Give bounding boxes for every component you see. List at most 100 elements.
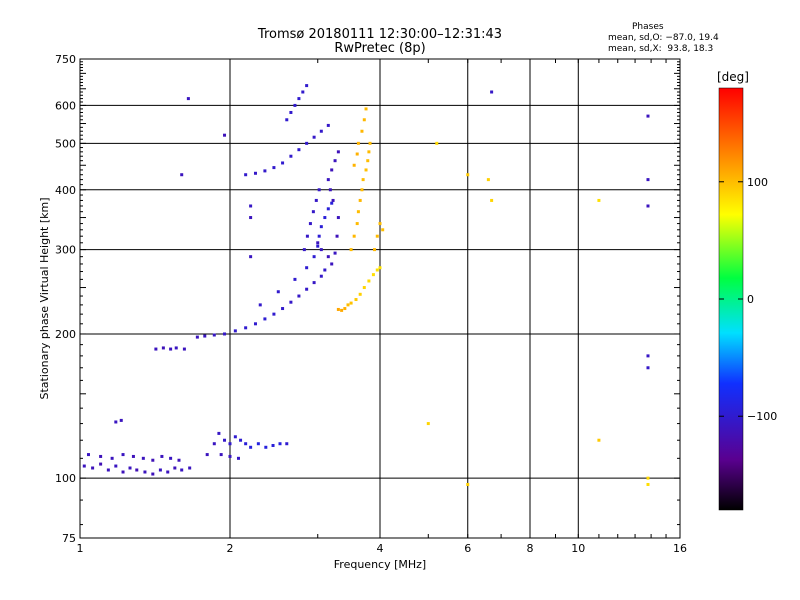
echo-point xyxy=(166,470,170,474)
echo-point xyxy=(316,244,320,248)
echo-point xyxy=(114,420,118,424)
echo-point xyxy=(319,274,323,278)
y-axis: 75 100 200 300 400 500 600 750 xyxy=(55,53,680,545)
y-tick-label: 750 xyxy=(55,53,76,66)
echo-point xyxy=(356,210,360,214)
echo-point xyxy=(352,234,356,238)
echo-point xyxy=(336,307,340,311)
echo-point xyxy=(205,453,209,457)
echo-point xyxy=(326,255,330,259)
y-tick-label: 100 xyxy=(55,472,76,485)
x-tick-label: 2 xyxy=(227,542,234,555)
y-tick-label: 75 xyxy=(62,532,76,545)
echo-point xyxy=(121,453,125,457)
colorbar-unit: [deg] xyxy=(717,70,749,84)
echo-point xyxy=(244,173,248,177)
echo-point xyxy=(293,103,297,107)
echo-point xyxy=(330,168,334,172)
echo-point xyxy=(177,458,181,462)
echo-point xyxy=(311,210,315,214)
echo-point xyxy=(362,118,366,122)
x-tick-label: 1 xyxy=(77,542,84,555)
echo-point xyxy=(597,198,601,202)
echo-point xyxy=(352,163,356,167)
echo-point xyxy=(219,453,223,457)
x-tick-label: 16 xyxy=(673,542,687,555)
echo-point xyxy=(212,442,216,446)
echo-point xyxy=(86,453,90,457)
echo-point xyxy=(597,438,601,442)
echo-point xyxy=(258,303,262,307)
echo-point xyxy=(317,188,321,192)
echo-point xyxy=(336,150,340,154)
echo-point xyxy=(276,290,280,294)
echo-point xyxy=(356,141,360,145)
echo-point xyxy=(233,329,237,333)
echo-point xyxy=(297,97,301,101)
echo-point xyxy=(333,159,337,163)
echo-point xyxy=(285,118,289,122)
echo-point xyxy=(646,114,650,118)
echo-point xyxy=(203,334,207,338)
echo-point xyxy=(646,178,650,182)
echo-point xyxy=(343,307,347,311)
echo-point xyxy=(466,482,470,486)
y-tick-label: 600 xyxy=(55,99,76,112)
echo-point xyxy=(354,298,358,302)
echo-point xyxy=(161,346,165,350)
echo-point xyxy=(373,248,377,252)
echo-point xyxy=(305,234,309,238)
echo-point xyxy=(326,207,330,211)
echo-point xyxy=(236,456,240,460)
echo-point xyxy=(340,308,344,312)
phase-x-stats: mean, sd,X: 93.8, 18.3 xyxy=(608,44,714,54)
grid xyxy=(80,59,680,538)
echo-point xyxy=(646,354,650,358)
echo-point xyxy=(349,248,353,252)
echo-point xyxy=(180,173,184,177)
echo-point xyxy=(228,442,232,446)
colorbar-tick-label: 100 xyxy=(747,176,768,189)
echo-point xyxy=(212,333,216,337)
echo-point xyxy=(646,476,650,480)
echo-point xyxy=(135,468,139,472)
echo-point xyxy=(289,110,293,114)
x-axis-label: Frequency [MHz] xyxy=(334,558,426,571)
y-tick-label: 500 xyxy=(55,137,76,150)
chart-title: Tromsø 20180111 12:30:00–12:31:43 xyxy=(257,27,503,42)
echo-point xyxy=(281,307,285,311)
echo-point xyxy=(169,347,173,351)
echo-point xyxy=(326,178,330,182)
echo-point xyxy=(646,204,650,208)
echo-point xyxy=(362,286,366,290)
y-tick-label: 200 xyxy=(55,328,76,341)
echo-point xyxy=(314,198,318,202)
echo-point xyxy=(82,464,86,468)
echo-point xyxy=(323,216,327,220)
echo-point xyxy=(106,468,110,472)
echo-point xyxy=(180,468,184,472)
echo-point xyxy=(312,281,316,285)
echo-point xyxy=(128,466,132,470)
echo-point xyxy=(305,84,309,88)
echo-point xyxy=(319,225,323,229)
x-tick-label: 10 xyxy=(571,542,585,555)
echo-point xyxy=(323,268,327,272)
echo-point xyxy=(99,454,103,458)
echo-point xyxy=(364,107,368,111)
echo-point xyxy=(330,201,334,205)
phase-o-stats: mean, sd,O: −87.0, 19.4 xyxy=(608,33,719,43)
echo-point xyxy=(646,482,650,486)
echo-point xyxy=(378,266,382,270)
echo-point xyxy=(333,251,337,255)
echo-point xyxy=(486,178,490,182)
echo-point xyxy=(349,301,353,305)
echo-point xyxy=(305,287,309,291)
echo-point xyxy=(375,268,379,272)
echo-point xyxy=(297,294,301,298)
echo-point xyxy=(312,255,316,259)
echo-point xyxy=(355,222,359,226)
echo-point xyxy=(646,366,650,370)
echo-point xyxy=(326,123,330,127)
echo-point xyxy=(289,154,293,158)
